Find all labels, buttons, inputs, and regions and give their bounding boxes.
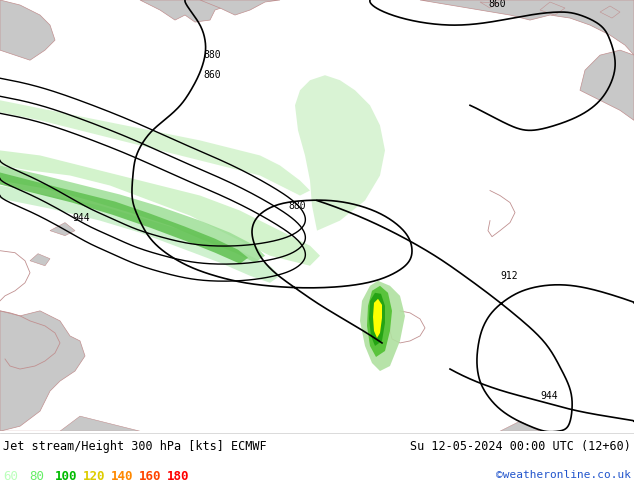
Text: 944: 944 [72,213,89,222]
Polygon shape [0,0,55,60]
Polygon shape [367,286,392,357]
Polygon shape [50,222,75,236]
Polygon shape [0,166,265,263]
Polygon shape [200,0,280,15]
Polygon shape [30,254,50,266]
Polygon shape [140,0,240,22]
Text: 944: 944 [540,391,558,401]
Text: 860: 860 [488,0,506,9]
Polygon shape [0,186,280,283]
Polygon shape [500,421,540,431]
Text: 60: 60 [3,470,18,483]
Text: ©weatheronline.co.uk: ©weatheronline.co.uk [496,470,631,480]
Text: 912: 912 [500,271,517,281]
Polygon shape [0,311,85,431]
Text: Jet stream/Height 300 hPa [kts] ECMWF: Jet stream/Height 300 hPa [kts] ECMWF [3,440,267,453]
Polygon shape [420,0,634,55]
Text: 860: 860 [203,70,221,80]
Polygon shape [369,293,385,346]
Polygon shape [295,75,385,231]
Polygon shape [0,150,320,266]
Text: 80: 80 [29,470,44,483]
Polygon shape [580,50,634,121]
Polygon shape [0,416,140,431]
Polygon shape [0,100,310,196]
Polygon shape [0,172,248,264]
Polygon shape [540,2,565,15]
Text: 100: 100 [55,470,77,483]
Polygon shape [373,299,382,338]
Text: Su 12-05-2024 00:00 UTC (12+60): Su 12-05-2024 00:00 UTC (12+60) [410,440,631,453]
Text: 120: 120 [83,470,105,483]
Polygon shape [360,281,405,371]
Polygon shape [480,2,498,8]
Text: 140: 140 [111,470,134,483]
Text: 160: 160 [139,470,162,483]
Text: 880: 880 [288,200,306,211]
Text: 180: 180 [167,470,190,483]
Polygon shape [600,6,620,18]
Text: 880: 880 [203,50,221,60]
